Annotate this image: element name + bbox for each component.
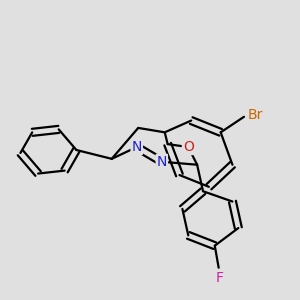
Text: F: F — [215, 271, 223, 285]
Text: N: N — [132, 140, 142, 154]
Text: N: N — [157, 155, 167, 169]
Text: O: O — [183, 140, 194, 154]
Text: Br: Br — [247, 108, 262, 122]
